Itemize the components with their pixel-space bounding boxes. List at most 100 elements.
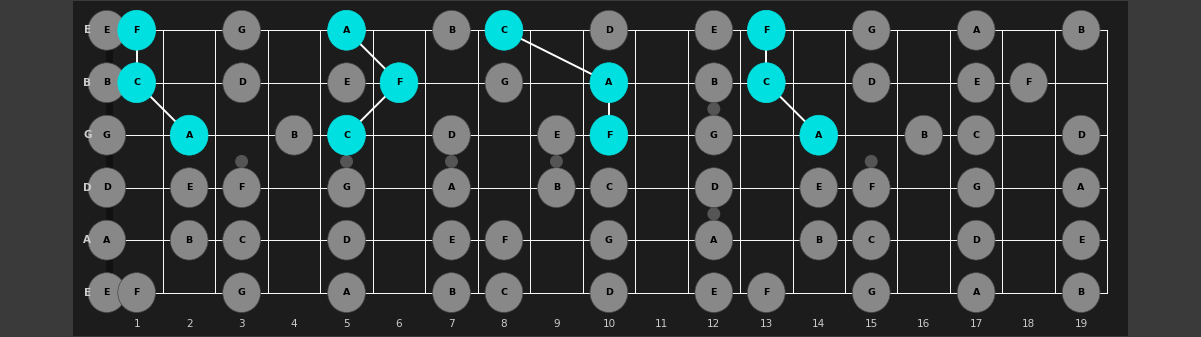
Text: A: A [605, 78, 613, 87]
Text: E: E [973, 78, 980, 87]
Ellipse shape [171, 115, 208, 155]
Text: A: A [1077, 183, 1085, 192]
Text: C: C [763, 78, 770, 87]
Ellipse shape [88, 115, 126, 155]
Ellipse shape [432, 115, 471, 155]
Text: A: A [448, 183, 455, 192]
Text: A: A [103, 236, 110, 245]
Text: G: G [500, 78, 508, 87]
Ellipse shape [538, 168, 575, 208]
Text: C: C [501, 288, 508, 297]
Ellipse shape [432, 168, 471, 208]
Ellipse shape [328, 168, 365, 208]
Ellipse shape [88, 10, 126, 50]
Text: 4: 4 [291, 319, 298, 329]
Text: D: D [448, 131, 455, 140]
Ellipse shape [171, 168, 208, 208]
Text: D: D [867, 78, 876, 87]
Text: C: C [238, 236, 245, 245]
Text: B: B [103, 78, 110, 87]
Text: F: F [501, 236, 507, 245]
Text: 5: 5 [343, 319, 349, 329]
Ellipse shape [904, 115, 943, 155]
Text: F: F [763, 26, 770, 35]
Circle shape [709, 208, 719, 220]
Ellipse shape [328, 220, 365, 260]
Text: E: E [711, 288, 717, 297]
Ellipse shape [590, 168, 628, 208]
Ellipse shape [538, 115, 575, 155]
Circle shape [341, 156, 352, 167]
Text: F: F [868, 183, 874, 192]
Ellipse shape [590, 10, 628, 50]
Text: C: C [605, 183, 613, 192]
Text: 19: 19 [1075, 319, 1088, 329]
FancyBboxPatch shape [66, 0, 1135, 337]
Text: A: A [342, 288, 351, 297]
Text: E: E [711, 26, 717, 35]
Text: E: E [84, 25, 91, 35]
Text: A: A [342, 26, 351, 35]
Text: A: A [815, 131, 823, 140]
Ellipse shape [328, 10, 365, 50]
Text: D: D [605, 26, 613, 35]
Ellipse shape [222, 168, 261, 208]
FancyBboxPatch shape [106, 28, 113, 295]
Text: B: B [552, 183, 560, 192]
Ellipse shape [222, 63, 261, 103]
Ellipse shape [957, 10, 996, 50]
Text: 15: 15 [865, 319, 878, 329]
Ellipse shape [853, 220, 890, 260]
Ellipse shape [328, 63, 365, 103]
Text: F: F [133, 288, 141, 297]
Text: E: E [186, 183, 192, 192]
Ellipse shape [957, 63, 996, 103]
Text: F: F [763, 288, 770, 297]
Text: D: D [710, 183, 718, 192]
Text: B: B [448, 288, 455, 297]
Ellipse shape [695, 273, 733, 312]
Text: A: A [710, 236, 717, 245]
Ellipse shape [957, 168, 996, 208]
Text: B: B [815, 236, 823, 245]
Ellipse shape [118, 10, 156, 50]
Text: G: G [83, 130, 91, 140]
Ellipse shape [118, 273, 156, 312]
Text: 12: 12 [707, 319, 721, 329]
Ellipse shape [222, 220, 261, 260]
Ellipse shape [853, 10, 890, 50]
Ellipse shape [88, 220, 126, 260]
Ellipse shape [853, 168, 890, 208]
Text: C: C [133, 78, 141, 87]
Ellipse shape [853, 273, 890, 312]
Ellipse shape [590, 273, 628, 312]
Text: A: A [973, 26, 980, 35]
Text: D: D [83, 183, 91, 193]
Ellipse shape [695, 63, 733, 103]
Ellipse shape [432, 273, 471, 312]
Text: G: G [238, 26, 245, 35]
Ellipse shape [222, 10, 261, 50]
Ellipse shape [957, 115, 996, 155]
Ellipse shape [171, 220, 208, 260]
Ellipse shape [1062, 10, 1100, 50]
Text: D: D [1077, 131, 1085, 140]
Text: E: E [343, 78, 349, 87]
Text: 17: 17 [969, 319, 982, 329]
Text: E: E [103, 288, 110, 297]
Text: 16: 16 [918, 319, 931, 329]
Ellipse shape [485, 10, 522, 50]
Ellipse shape [957, 220, 996, 260]
Ellipse shape [1062, 220, 1100, 260]
Text: G: G [605, 236, 613, 245]
Text: 6: 6 [395, 319, 402, 329]
Text: 1: 1 [133, 319, 141, 329]
Text: B: B [186, 236, 192, 245]
Circle shape [866, 156, 877, 167]
Text: E: E [554, 131, 560, 140]
Ellipse shape [695, 115, 733, 155]
Text: 14: 14 [812, 319, 825, 329]
Text: B: B [448, 26, 455, 35]
Ellipse shape [381, 63, 418, 103]
Text: A: A [185, 131, 193, 140]
